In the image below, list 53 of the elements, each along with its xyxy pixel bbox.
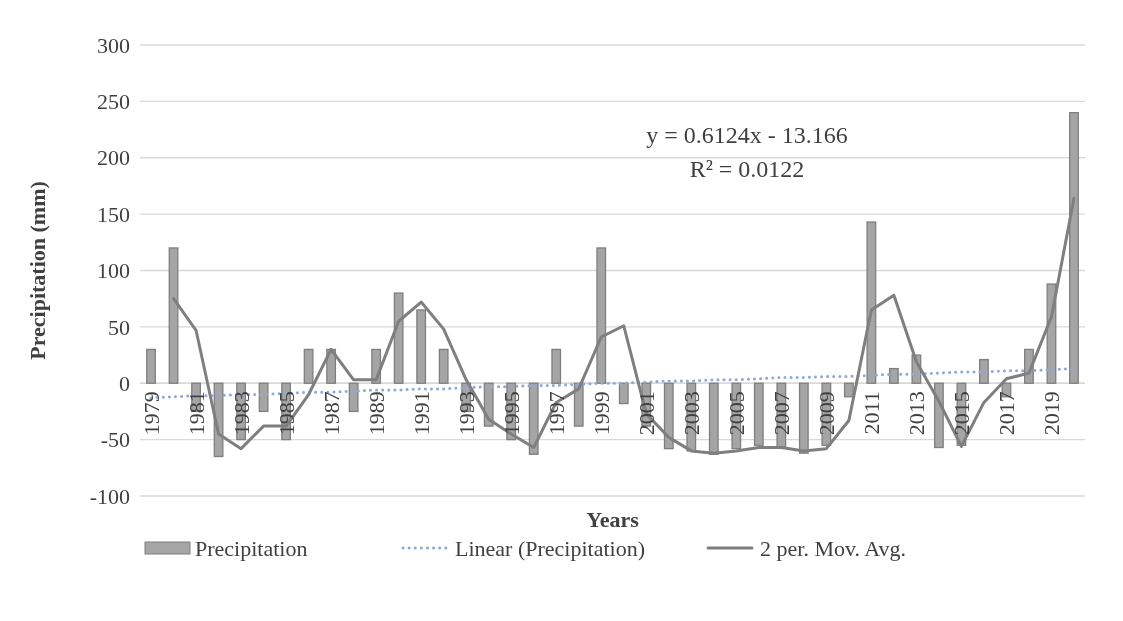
bar <box>258 382 269 413</box>
y-tick-label: 300 <box>97 32 130 58</box>
x-tick-label: 1995 <box>498 391 524 436</box>
x-tick-label: 2005 <box>724 391 750 436</box>
x-tick-label: 2015 <box>949 391 975 436</box>
annotation: y = 0.6124x - 13.166 <box>646 122 848 148</box>
bar <box>979 358 989 384</box>
x-tick-label: 1983 <box>228 391 254 436</box>
bar <box>888 367 899 384</box>
bar <box>146 348 156 384</box>
bar <box>866 221 877 384</box>
y-tick-label: 250 <box>97 89 130 115</box>
x-tick-label: 1999 <box>588 391 614 436</box>
bar <box>843 382 854 398</box>
y-axis-title: Precipitation (mm) <box>25 181 50 360</box>
x-tick-label: 1985 <box>273 391 299 436</box>
bar <box>753 382 764 446</box>
legend-label: 2 per. Mov. Avg. <box>760 535 907 561</box>
bar <box>416 309 427 384</box>
bar <box>348 382 359 413</box>
x-tick-label: 2003 <box>678 391 704 436</box>
annotation: R² = 0.0122 <box>689 156 805 182</box>
legend-label: Precipitation <box>195 535 308 561</box>
x-tick-label: 1981 <box>183 391 209 436</box>
x-tick-label: 1997 <box>543 391 569 436</box>
bar <box>618 382 629 405</box>
y-tick-label: 200 <box>97 145 130 171</box>
y-tick-label: 100 <box>97 258 130 284</box>
bar <box>551 348 562 384</box>
bar <box>663 382 674 450</box>
y-tick-label: -100 <box>89 483 130 509</box>
x-axis-title: Years <box>586 507 640 532</box>
x-tick-label: 1993 <box>453 391 479 436</box>
x-tick-label: 1979 <box>138 391 164 436</box>
x-tick-label: 2007 <box>769 391 795 436</box>
bar <box>393 292 404 384</box>
y-tick-label: -50 <box>100 427 130 453</box>
x-tick-label: 1991 <box>408 391 434 436</box>
bar <box>596 247 607 384</box>
y-tick-label: 50 <box>108 314 130 340</box>
x-tick-label: 2009 <box>814 391 840 436</box>
bar <box>303 348 314 384</box>
bar <box>438 348 449 384</box>
x-tick-label: 2001 <box>633 391 659 436</box>
x-tick-label: 2017 <box>994 391 1020 436</box>
y-tick-label: 150 <box>97 201 130 227</box>
x-tick-label: 1987 <box>318 391 344 436</box>
x-tick-label: 2011 <box>859 391 885 435</box>
y-tick-label: 0 <box>119 370 130 396</box>
x-tick-label: 1989 <box>363 391 389 436</box>
legend-label: Linear (Precipitation) <box>455 535 645 561</box>
x-tick-label: 2019 <box>1039 391 1065 436</box>
x-tick-label: 2013 <box>904 391 930 436</box>
